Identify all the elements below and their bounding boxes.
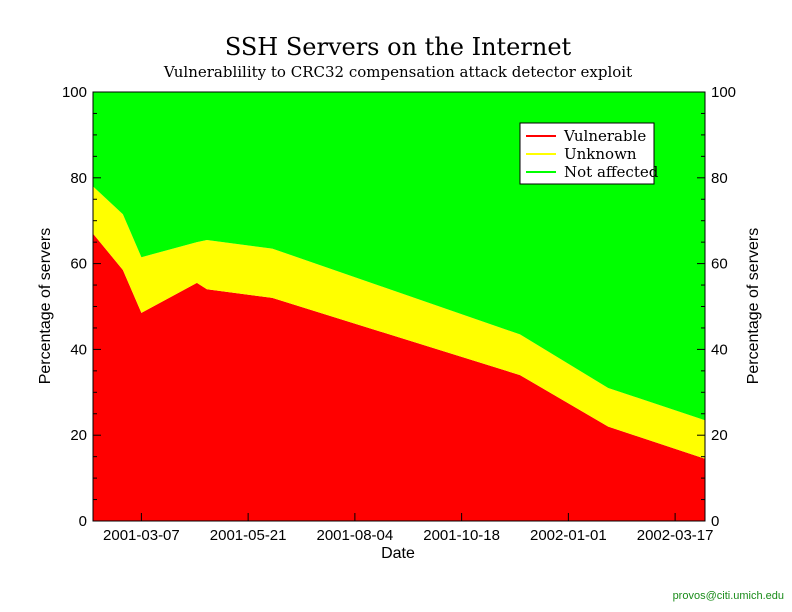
x-tick-label: 2001-10-18: [423, 527, 500, 544]
y2-tick-label: 40: [711, 341, 728, 358]
area-series-unknown: [93, 186, 705, 459]
y2-tick-label: 60: [711, 256, 728, 273]
y-tick-label: 100: [62, 84, 87, 101]
x-tick-label: 2001-08-04: [317, 527, 394, 544]
y-axis-label: Percentage of servers: [37, 228, 54, 385]
x-axis-label: Date: [381, 545, 415, 562]
legend-label-unknown: Unknown: [564, 145, 637, 163]
y-tick-label: 80: [70, 170, 87, 187]
y2-tick-label: 20: [711, 427, 728, 444]
y-tick-label: 20: [70, 427, 87, 444]
x-tick-label: 2001-05-21: [210, 527, 287, 544]
x-tick-label: 2002-01-01: [530, 527, 607, 544]
chart-title: SSH Servers on the Internet: [225, 33, 572, 61]
x-tick-label: 2001-03-07: [103, 527, 180, 544]
y-tick-label: 40: [70, 341, 87, 358]
area-series-vulnerable: [93, 233, 705, 521]
y-tick-label: 0: [79, 513, 87, 530]
y2-tick-label: 0: [711, 513, 719, 530]
footer-credit: provos@citi.umich.edu: [673, 590, 784, 602]
legend-label-vulnerable: Vulnerable: [563, 127, 646, 145]
y2-tick-label: 80: [711, 170, 728, 187]
y2-axis-label: Percentage of servers: [745, 228, 762, 385]
legend-label-not-affected: Not affected: [564, 163, 659, 181]
x-tick-label: 2002-03-17: [637, 527, 714, 544]
chart-subtitle: Vulnerablility to CRC32 compensation att…: [163, 63, 632, 81]
y-tick-label: 60: [70, 256, 87, 273]
axis-ticks: 0 0 20 20 40 40 60 60 80 80 100 100 2001-03-07 2001-0…: [62, 84, 736, 544]
y2-tick-label: 100: [711, 84, 736, 101]
